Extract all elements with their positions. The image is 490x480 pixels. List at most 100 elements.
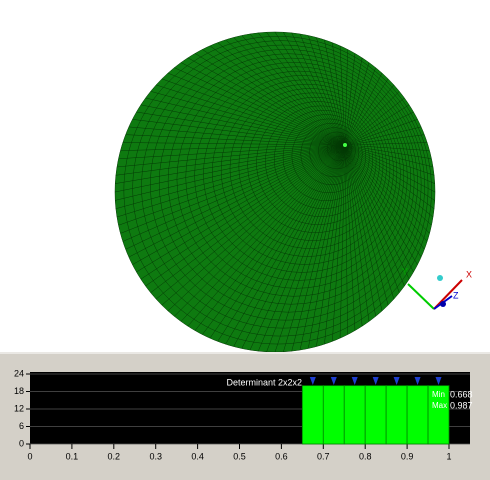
mesh-edge (344, 144, 383, 311)
bar (343, 385, 366, 445)
chart-title: Determinant 2x2x2 (226, 377, 302, 387)
mesh-edge (150, 91, 346, 146)
mesh-edge (114, 144, 346, 193)
mesh-model (114, 31, 436, 353)
mesh-edge (156, 84, 346, 146)
x-tick-label: 0.5 (233, 451, 246, 461)
mesh-edge (132, 144, 346, 265)
mesh-edge (217, 42, 346, 146)
mesh-edge (344, 49, 348, 146)
y-tick-label: 18 (14, 386, 24, 396)
triad-x (433, 279, 463, 310)
mesh-edge (161, 144, 346, 306)
mesh-edge (344, 144, 432, 159)
mesh-edge (122, 144, 346, 242)
mesh-edge (344, 144, 434, 168)
mesh-edge (194, 53, 346, 146)
mesh-edge (344, 126, 422, 146)
mesh-edge (194, 144, 346, 331)
mesh-edge (344, 144, 363, 327)
mesh-edge (344, 144, 348, 335)
mesh-edge (128, 144, 346, 258)
bin-marker (372, 377, 379, 385)
mesh-edge (136, 111, 346, 146)
bin-marker (435, 377, 442, 385)
mesh-edge (344, 67, 376, 146)
mesh-edge (283, 144, 346, 352)
min-max-box: Min 0.668 Max 0.987 (432, 389, 473, 410)
mesh-edge (249, 144, 346, 351)
mesh-edge (344, 144, 356, 331)
mesh-edge (241, 35, 346, 146)
mesh-edge (308, 35, 346, 146)
y-tick-label: 6 (19, 421, 24, 431)
x-tick-label: 1 (446, 451, 451, 461)
mesh-edge (344, 72, 383, 146)
mesh-edge (145, 144, 346, 287)
bar (322, 385, 345, 445)
mesh-edge (324, 144, 346, 345)
mesh-edge (344, 144, 376, 317)
mesh-apex (343, 143, 347, 147)
y-tick-label: 12 (14, 403, 24, 413)
mesh-edge (332, 42, 346, 146)
mesh-edge (128, 126, 346, 146)
mesh-edge (241, 144, 346, 349)
mesh-edge (344, 97, 405, 146)
mesh-edge (344, 104, 410, 146)
mesh-edge (125, 144, 346, 250)
axis-triad: X Y Z (402, 266, 472, 310)
mesh-edge (344, 144, 425, 250)
mesh-edge (225, 144, 346, 345)
mesh-edge (115, 144, 346, 176)
mesh-edge (180, 62, 346, 146)
mesh-edge (140, 104, 346, 146)
mesh-edge (258, 144, 346, 352)
axis-label: X (466, 269, 472, 279)
mesh-edge (339, 45, 346, 146)
mesh-edge (116, 144, 346, 218)
mesh-edge (344, 119, 418, 146)
mesh-edge (125, 134, 346, 146)
mesh-edge (155, 144, 346, 300)
triad-ball (437, 275, 443, 281)
mesh-edge (161, 78, 346, 146)
x-tick-label: 0.1 (66, 451, 79, 461)
mesh-edge (202, 49, 346, 146)
mesh-edge (344, 144, 432, 226)
mesh-edge (274, 144, 346, 353)
mesh-edge (291, 144, 346, 352)
mesh-edge (344, 144, 410, 280)
x-tick-label: 0.6 (275, 451, 288, 461)
mesh-edge (233, 37, 346, 146)
mesh-edge (344, 111, 414, 146)
mesh-edge (187, 57, 346, 146)
mesh-edge (344, 144, 395, 300)
mesh-edge (118, 144, 346, 159)
mesh-edge (140, 144, 346, 280)
mesh-edge (233, 144, 346, 347)
mesh-edge (344, 78, 389, 146)
mesh-edge (344, 144, 435, 201)
bar (301, 385, 324, 445)
mesh-edge (115, 144, 346, 184)
mesh-edge (291, 32, 346, 146)
mesh-edge (174, 67, 346, 146)
mesh-edge (344, 144, 405, 287)
triad-y (407, 283, 435, 310)
bar (385, 385, 408, 445)
mesh-edge (344, 144, 435, 176)
bar (364, 385, 387, 445)
x-tick-label: 0.7 (317, 451, 330, 461)
mesh-edge (344, 144, 430, 234)
mesh-edge (339, 144, 346, 339)
mesh-edge (266, 144, 346, 352)
x-tick-label: 0.8 (359, 451, 372, 461)
mesh-edge (344, 134, 425, 146)
mesh-edge (150, 144, 346, 293)
bin-marker (393, 377, 400, 385)
mesh-edge (283, 32, 346, 146)
axis-label: Y (402, 266, 408, 276)
triad-origin (440, 301, 446, 307)
mesh-edge (209, 45, 346, 146)
